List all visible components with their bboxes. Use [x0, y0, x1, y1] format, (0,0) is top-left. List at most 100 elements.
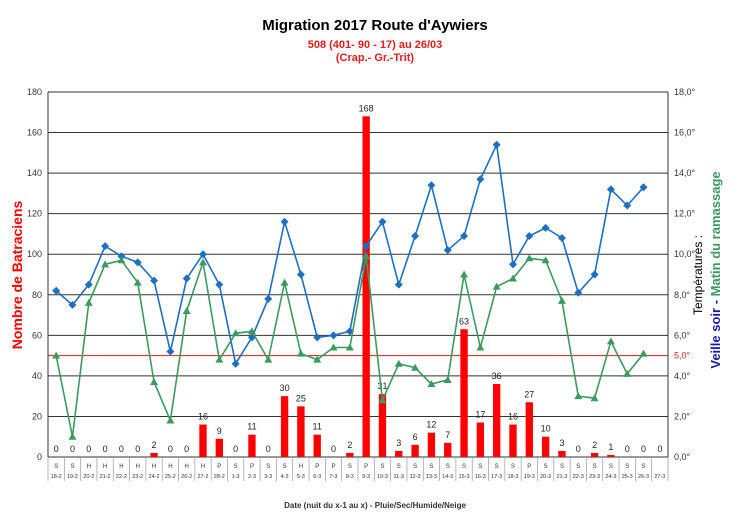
- bar: [215, 438, 223, 457]
- x-tick-label: 3-3: [264, 474, 272, 480]
- point-veille-soir: [264, 294, 273, 303]
- chart-subtitle-1: 508 (401- 90 - 17) au 26/03: [308, 39, 443, 51]
- bar: [444, 442, 452, 457]
- bar: [558, 450, 566, 457]
- point-matin: [378, 396, 387, 404]
- x-weather-label: S: [495, 464, 499, 470]
- point-matin: [280, 278, 289, 286]
- bar-data-label: 0: [135, 444, 140, 454]
- point-veille-soir: [231, 359, 240, 368]
- point-veille-soir: [313, 333, 322, 342]
- y-left-tick-label: 60: [32, 330, 42, 340]
- y-left-tick-label: 180: [27, 87, 42, 97]
- point-veille-soir: [639, 183, 648, 192]
- point-matin: [117, 256, 126, 264]
- point-matin: [525, 254, 534, 262]
- point-veille-soir: [541, 223, 550, 232]
- x-weather-label: S: [478, 464, 482, 470]
- bar: [509, 424, 517, 457]
- x-tick-label: 19-3: [524, 474, 535, 480]
- bar-data-label: 0: [54, 444, 59, 454]
- x-tick-label: 27-3: [654, 474, 665, 480]
- y-left-tick-label: 140: [27, 168, 42, 178]
- bar: [199, 424, 207, 457]
- bar: [313, 434, 321, 457]
- point-matin: [362, 252, 371, 260]
- point-matin: [150, 377, 159, 385]
- bar-data-label: 36: [492, 371, 502, 381]
- bar-data-label: 0: [266, 444, 271, 454]
- x-tick-label: 15-3: [459, 474, 470, 480]
- point-veille-soir: [557, 234, 566, 242]
- point-matin: [68, 432, 77, 440]
- x-tick-label: 7-3: [330, 474, 338, 480]
- x-tick-label: 19-2: [67, 474, 78, 480]
- bar-data-label: 31: [377, 381, 387, 391]
- bar-data-label: 0: [103, 444, 108, 454]
- bar-data-label: 16: [508, 412, 518, 422]
- bar-data-label: 6: [413, 432, 418, 442]
- point-matin: [182, 307, 191, 314]
- point-veille-soir: [623, 201, 632, 210]
- x-weather-label: S: [429, 464, 433, 470]
- point-matin: [133, 278, 142, 286]
- y-right-tick-label: 10,0°: [674, 249, 696, 259]
- bar-data-label: 2: [347, 440, 352, 450]
- x-tick-label: 23-3: [589, 474, 600, 480]
- point-matin: [557, 296, 566, 304]
- x-weather-label: S: [609, 464, 613, 470]
- plot-area: 0204060801001201401601800,0°2,0°4,0°6,0°…: [27, 87, 696, 481]
- point-matin: [247, 327, 256, 335]
- bar-data-label: 0: [657, 444, 662, 454]
- bar-data-label: 11: [247, 422, 256, 432]
- y-right-tick-label: 8,0°: [674, 290, 691, 300]
- point-matin: [84, 298, 93, 306]
- bar-data-label: 0: [119, 444, 124, 454]
- x-tick-label: 14-3: [442, 474, 453, 480]
- bar-data-label: 25: [296, 393, 306, 403]
- x-weather-label: H: [185, 464, 189, 470]
- x-weather-label: H: [152, 464, 156, 470]
- y-left-tick-label: 100: [27, 249, 42, 259]
- point-veille-soir: [476, 175, 485, 184]
- point-matin: [296, 349, 305, 357]
- x-tick-label: 27-2: [197, 474, 208, 480]
- bar: [411, 444, 419, 457]
- point-veille-soir: [460, 231, 469, 240]
- bar-data-label: 3: [396, 438, 401, 448]
- point-veille-soir: [166, 347, 175, 356]
- point-veille-soir: [101, 242, 110, 251]
- x-tick-label: 2-3: [248, 474, 256, 480]
- x-weather-label: S: [544, 464, 548, 470]
- x-weather-label: H: [87, 464, 91, 470]
- point-matin: [492, 282, 501, 290]
- x-tick-label: 17-3: [491, 474, 502, 480]
- x-weather-label: H: [119, 464, 123, 470]
- x-weather-label: H: [103, 464, 107, 470]
- x-tick-label: 26-2: [181, 474, 192, 480]
- reference-line-label: 5,0°: [674, 351, 691, 361]
- x-weather-label: S: [234, 464, 238, 470]
- point-veille-soir: [394, 280, 403, 289]
- point-matin: [215, 355, 224, 363]
- bar: [590, 452, 599, 457]
- point-matin: [606, 337, 615, 345]
- bar: [395, 450, 403, 457]
- x-tick-label: 9-3: [362, 474, 370, 480]
- point-veille-soir: [52, 286, 61, 295]
- y-right-tick-label: 6,0°: [674, 330, 691, 340]
- y-left-tick-label: 40: [32, 371, 42, 381]
- bar-data-label: 9: [217, 426, 222, 436]
- bar: [541, 436, 550, 457]
- point-veille-soir: [329, 331, 338, 340]
- x-tick-label: 24-3: [605, 474, 616, 480]
- x-axis-label: Date (nuit du x-1 au x) - Pluie/Sec/Humi…: [284, 501, 466, 510]
- x-weather-label: P: [332, 464, 336, 470]
- chart-title: Migration 2017 Route d'Aywiers: [262, 17, 488, 34]
- bar-data-label: 7: [445, 430, 450, 440]
- x-weather-label: S: [397, 464, 401, 470]
- x-weather-label: H: [168, 464, 172, 470]
- bar-data-label: 11: [313, 422, 322, 432]
- x-tick-label: 22-3: [573, 474, 584, 480]
- x-weather-label: S: [283, 464, 287, 470]
